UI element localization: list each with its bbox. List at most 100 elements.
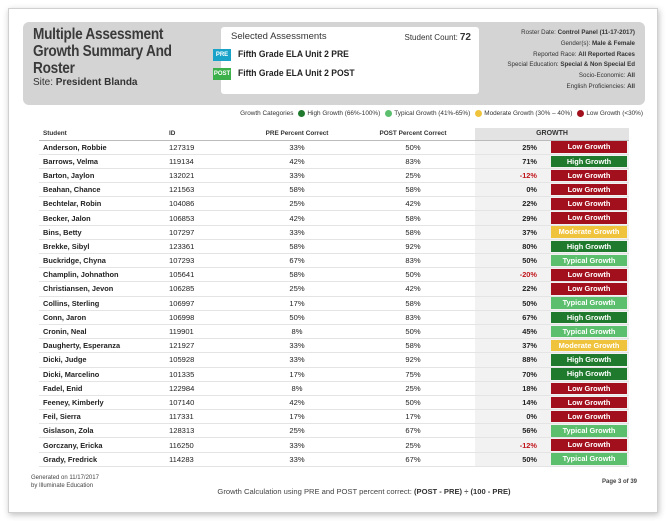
table-row: Christiansen, Jevon 106285 25% 42% 22% Low Gr… [39, 281, 630, 297]
post-percent: 17% [351, 409, 475, 425]
filter-value: All [627, 72, 635, 80]
footer-generated: Generated on 11/17/2017 by Illuminate Ed… [31, 475, 99, 490]
post-percent: 75% [351, 367, 475, 382]
post-assessment-name: Fifth Grade ELA Unit 2 POST [238, 68, 355, 79]
column-header-student[interactable]: Student [39, 128, 169, 141]
growth-percent: 71% [475, 154, 549, 169]
student-name[interactable]: Dicki, Judge [39, 352, 169, 368]
site-label: Site: [33, 77, 54, 88]
pre-badge: PRE [213, 48, 231, 61]
student-name[interactable]: Buckridge, Chyna [39, 253, 169, 269]
column-header-pre[interactable]: PRE Percent Correct [243, 128, 351, 141]
student-name[interactable]: Champlin, Johnathon [39, 267, 169, 283]
growth-percent: 14% [475, 395, 549, 411]
growth-legend: Growth Categories High Growth (66%-100%)… [240, 110, 643, 117]
student-name[interactable]: Cronin, Neal [39, 324, 169, 340]
post-percent: 58% [351, 338, 475, 354]
student-id: 106853 [169, 210, 243, 226]
student-id: 105928 [169, 352, 243, 368]
post-percent: 25% [351, 437, 475, 453]
student-name[interactable]: Dicki, Marcelino [39, 367, 169, 382]
student-name[interactable]: Daugherty, Esperanza [39, 338, 169, 354]
post-percent: 92% [351, 239, 475, 255]
pre-percent: 25% [243, 196, 351, 212]
column-header-id[interactable]: ID [169, 128, 243, 141]
student-name[interactable]: Brekke, Sibyl [39, 239, 169, 255]
pre-percent: 42% [243, 210, 351, 226]
post-percent: 50% [351, 395, 475, 411]
student-name[interactable]: Beahan, Chance [39, 182, 169, 198]
student-name[interactable]: Fadel, Enid [39, 381, 169, 396]
legend-dot-icon [475, 110, 483, 117]
post-percent: 58% [351, 182, 475, 198]
growth-percent: 80% [475, 239, 549, 255]
student-name[interactable]: Conn, Jaron [39, 310, 169, 325]
student-id: 106285 [169, 281, 243, 297]
pre-percent: 17% [243, 367, 351, 382]
student-name[interactable]: Anderson, Robbie [39, 140, 169, 155]
post-percent: 83% [351, 154, 475, 169]
student-id: 122984 [169, 381, 243, 396]
table-row: Bins, Betty 107297 33% 58% 37% Moderate Growt… [39, 225, 630, 240]
growth-percent: 18% [475, 381, 549, 396]
growth-category-badge: Low Growth [551, 396, 628, 409]
post-percent: 67% [351, 423, 475, 439]
legend-label: Low Growth (<30%) [586, 110, 643, 117]
growth-category-badge: Low Growth [551, 169, 628, 182]
post-percent: 25% [351, 381, 475, 396]
student-id: 127319 [169, 140, 243, 155]
growth-percent: 25% [475, 140, 549, 155]
filter-value: Special & Non Special Ed [560, 61, 635, 69]
site-value: President Blanda [55, 77, 138, 88]
post-badge: POST [213, 67, 231, 80]
student-count: Student Count: 72 [405, 32, 472, 43]
table-row: Beahan, Chance 121563 58% 58% 0% Low Growth [39, 182, 630, 198]
student-name[interactable]: Barrows, Velma [39, 154, 169, 169]
growth-percent: 67% [475, 310, 549, 325]
selected-assessments-panel: Selected Assessments Student Count: 72 PR… [213, 27, 479, 94]
column-header-growth[interactable]: GROWTH [475, 128, 630, 141]
growth-category-badge: Low Growth [551, 183, 628, 196]
pre-percent: 33% [243, 352, 351, 368]
student-name[interactable]: Bechtelar, Robin [39, 196, 169, 212]
growth-category-cell: Low Growth [549, 409, 630, 425]
growth-category-badge: High Growth [551, 311, 628, 324]
student-name[interactable]: Gorczany, Ericka [39, 437, 169, 453]
student-name[interactable]: Barton, Jaylon [39, 168, 169, 184]
student-id: 107297 [169, 225, 243, 240]
filter-race: Reported Race: All Reported Races [475, 50, 635, 61]
filter-roster-date: Roster Date: Control Panel (11-17-2017) [475, 28, 635, 39]
growth-percent: -12% [475, 168, 549, 184]
table-row: Dicki, Marcelino 101335 17% 75% 70% High Grow… [39, 367, 630, 382]
student-id: 121563 [169, 182, 243, 198]
student-name[interactable]: Feeney, Kimberly [39, 395, 169, 411]
filter-label: Roster Date: [521, 29, 556, 36]
table-row: Becker, Jalon 106853 42% 58% 29% Low Growth [39, 210, 630, 226]
growth-category-badge: Low Growth [551, 198, 628, 210]
table-row: Champlin, Johnathon 105641 58% 50% -20% Low G… [39, 267, 630, 283]
growth-category-cell: Low Growth [549, 395, 630, 411]
roster-filters: Roster Date: Control Panel (11-17-2017) … [475, 28, 635, 93]
column-header-post[interactable]: POST Percent Correct [351, 128, 475, 141]
post-percent: 58% [351, 296, 475, 311]
growth-percent: 22% [475, 196, 549, 212]
post-percent: 58% [351, 210, 475, 226]
student-name[interactable]: Feil, Sierra [39, 409, 169, 425]
student-name[interactable]: Collins, Sterling [39, 296, 169, 311]
growth-category-badge: High Growth [551, 240, 628, 253]
pre-percent: 33% [243, 437, 351, 453]
growth-category-cell: Moderate Growth [549, 225, 630, 240]
growth-percent: 50% [475, 452, 549, 467]
pre-percent: 17% [243, 296, 351, 311]
roster-table-body: Anderson, Robbie 127319 33% 50% 25% Low Growt… [39, 140, 630, 467]
student-name[interactable]: Bins, Betty [39, 225, 169, 240]
student-name[interactable]: Gislason, Zola [39, 423, 169, 439]
growth-category-cell: Low Growth [549, 437, 630, 453]
student-name[interactable]: Grady, Fredrick [39, 452, 169, 467]
growth-category-cell: Typical Growth [549, 452, 630, 467]
student-id: 114283 [169, 452, 243, 467]
growth-percent: 56% [475, 423, 549, 439]
legend-item-moderate: Moderate Growth (30% – 40%) [475, 110, 572, 117]
student-name[interactable]: Becker, Jalon [39, 210, 169, 226]
student-name[interactable]: Christiansen, Jevon [39, 281, 169, 297]
